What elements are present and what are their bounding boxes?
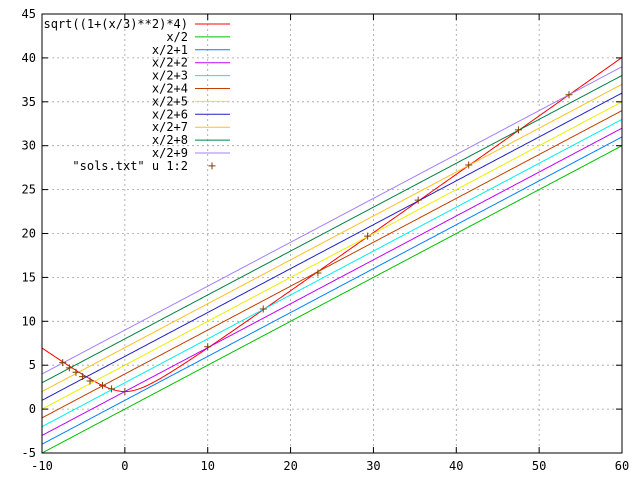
legend-label: x/2+2 [152,56,188,70]
data-point [259,305,267,313]
data-point [314,269,322,277]
data-point [79,373,87,381]
series-line-5 [42,110,622,419]
legend-label: x/2 [166,30,188,44]
series-lines [42,57,622,453]
x-tick-label: 0 [121,459,128,473]
y-tick-label: 35 [22,95,36,109]
data-point [59,359,67,367]
legend-label: x/2+8 [152,133,188,147]
x-tick-labels: -10 0 10 20 30 40 50 60 [31,459,629,473]
data-points [59,91,573,396]
data-point [514,126,522,134]
legend-label: x/2+1 [152,43,188,57]
data-point [414,196,422,204]
x-tick-label: 60 [615,459,629,473]
series-line-9 [42,75,622,384]
legend-label: x/2+7 [152,120,188,134]
x-tick-label: 10 [200,459,214,473]
series-line-4 [42,118,622,428]
series-line-3 [42,127,622,436]
y-tick-label: 10 [22,314,36,328]
x-tick-label: -10 [31,459,53,473]
series-line-8 [42,83,622,392]
data-point [72,368,80,376]
y-tick-label: 30 [22,139,36,153]
legend-label: x/2+4 [152,82,188,96]
legend-label: x/2+6 [152,107,188,121]
axis-ticks [41,13,623,454]
data-point [204,343,212,351]
y-tick-label: 5 [29,358,36,372]
data-point [121,388,129,396]
y-tick-label: 0 [29,402,36,416]
data-point [108,385,116,393]
series-line-6 [42,101,622,410]
x-tick-label: 30 [366,459,380,473]
y-tick-label: 45 [22,7,36,21]
data-point [465,161,473,169]
legend-label: x/2+9 [152,146,188,160]
legend-label: x/2+5 [152,94,188,108]
x-tick-label: 50 [532,459,546,473]
series-line-2 [42,136,622,445]
x-tick-label: 40 [449,459,463,473]
y-tick-label: 20 [22,227,36,241]
y-tick-labels: -5 0 5 10 15 20 25 30 35 40 45 [22,7,36,460]
data-point [98,381,106,389]
series-line-7 [42,92,622,401]
legend: sqrt((1+(x/3)**2)*4)x/2x/2+1x/2+2x/2+3x/… [44,17,230,173]
series-line-1 [42,145,622,453]
y-tick-label: 25 [22,183,36,197]
y-tick-label: -5 [22,446,36,460]
legend-label: sqrt((1+(x/3)**2)*4) [44,17,189,31]
series-line-10 [42,66,622,375]
data-point [86,377,94,385]
series-line-0 [42,57,622,393]
legend-swatch [208,162,216,170]
x-tick-label: 20 [283,459,297,473]
y-tick-label: 40 [22,51,36,65]
data-point [364,232,372,240]
data-point [565,91,573,99]
legend-label: "sols.txt" u 1:2 [72,159,188,173]
y-tick-label: 15 [22,270,36,284]
legend-label: x/2+3 [152,69,188,83]
grid-lines [42,14,622,453]
data-point [65,364,73,372]
